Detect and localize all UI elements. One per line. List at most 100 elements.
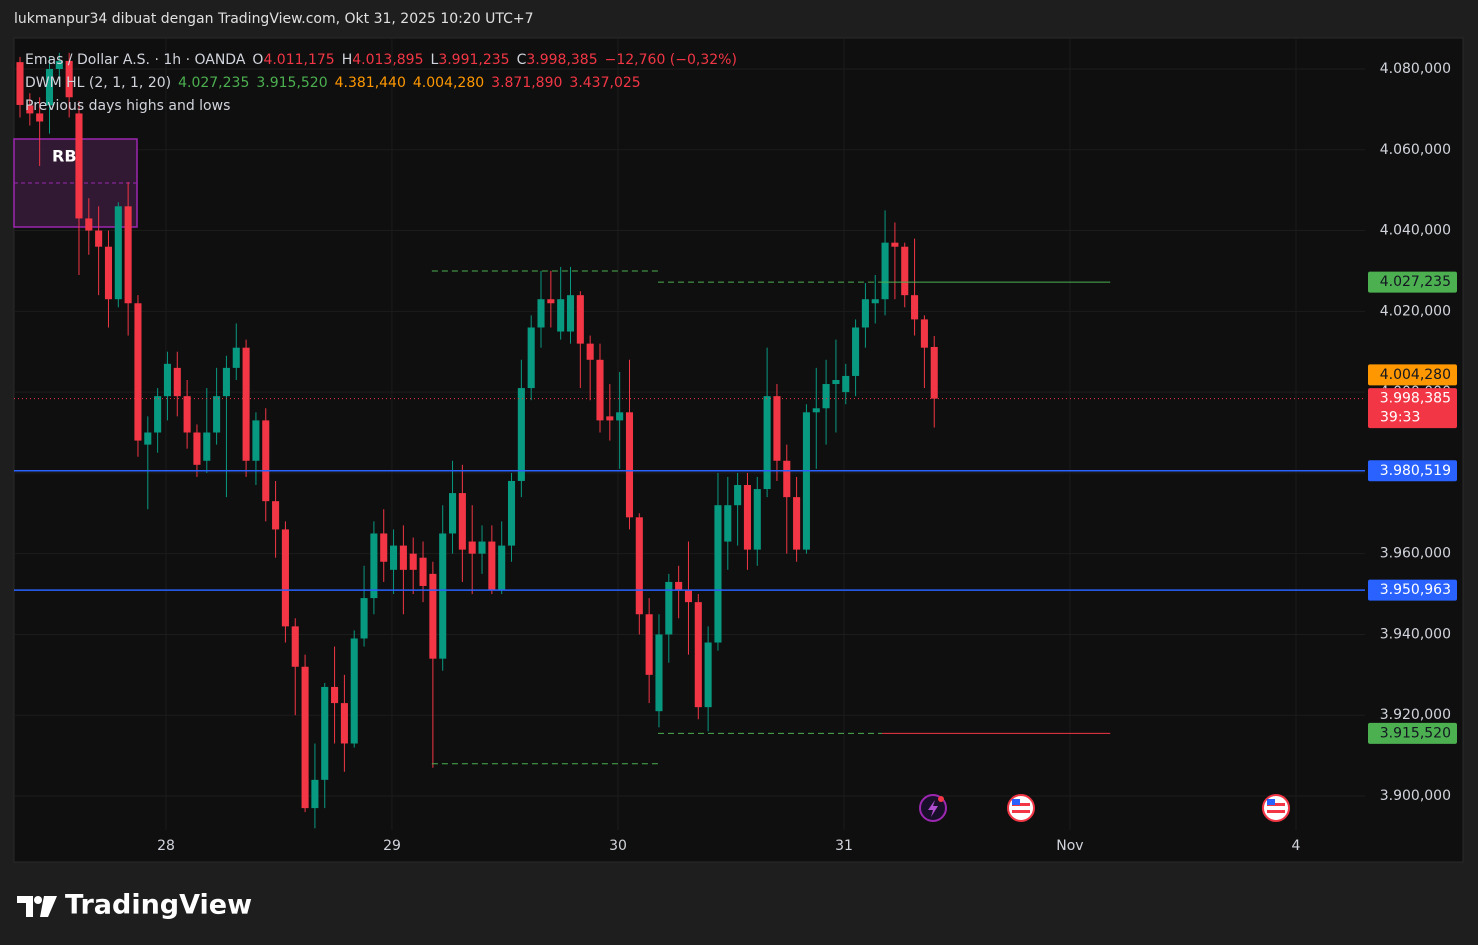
x-tick-label: 4	[1292, 838, 1301, 854]
candle-body	[252, 420, 260, 461]
y-tick-label: 3.920,000	[1380, 707, 1451, 723]
candle-body	[547, 299, 555, 304]
x-tick-label: 31	[835, 838, 853, 854]
candle-body	[507, 480, 516, 546]
flag-stripe	[1267, 803, 1285, 806]
candle-body	[114, 206, 122, 300]
price-label: 3.998,385	[1380, 391, 1451, 407]
candle-body	[222, 367, 230, 397]
candle-body	[635, 517, 643, 615]
price-label: 3.950,963	[1380, 582, 1451, 598]
indicator-value: 3.437,025	[569, 75, 641, 91]
candle-body	[576, 295, 584, 344]
logo-mark	[17, 896, 57, 917]
candle-body	[478, 541, 486, 554]
candle-body	[380, 533, 388, 562]
event-icon[interactable]	[1007, 794, 1035, 822]
candle-body	[645, 614, 653, 675]
candle-body	[360, 598, 368, 639]
legend-row: DWM HL (2, 1, 1, 20) 4.027,235 3.915,520 4.…	[25, 72, 744, 95]
candle-body	[920, 319, 928, 348]
candle-body	[65, 60, 73, 98]
candle-body	[370, 533, 378, 599]
logo-dot	[34, 896, 42, 904]
candle-body	[822, 384, 830, 409]
candle-body	[793, 497, 801, 550]
dot	[938, 796, 944, 802]
price-label-box	[1368, 364, 1457, 386]
candle-body	[213, 396, 221, 433]
event-icons	[919, 794, 1290, 822]
bolt	[928, 800, 938, 817]
candle-body	[911, 295, 919, 320]
candle-body	[930, 346, 938, 399]
candle-body	[390, 545, 398, 570]
chart-panel	[13, 37, 1464, 863]
indicator-value: 4.027,235	[178, 75, 250, 91]
candle-body	[95, 230, 103, 247]
candle-body	[55, 60, 63, 69]
candle-body	[321, 686, 329, 780]
candle-body	[45, 68, 54, 106]
candle-body	[262, 420, 270, 502]
ohlc-value: 3.991,235	[438, 52, 510, 68]
indicator-value: 4.004,280	[412, 75, 485, 91]
candle-body	[832, 379, 840, 385]
candle-body	[852, 327, 860, 376]
candle-body	[154, 396, 162, 433]
price-label: 3.980,519	[1380, 463, 1451, 479]
y-tick-label: 3.940,000	[1380, 626, 1451, 642]
candle-body	[537, 299, 545, 328]
candle-body	[439, 533, 447, 659]
candle-body	[566, 295, 575, 332]
candle-body	[783, 460, 791, 498]
symbol: Emas / Dollar A.S. · 1h · OANDA	[25, 52, 246, 68]
y-tick-label: 4.060,000	[1380, 142, 1451, 158]
candle-body	[724, 505, 732, 542]
candle-body	[419, 557, 427, 586]
candle-body	[625, 412, 634, 518]
price-label-box	[1368, 579, 1457, 601]
candle-body	[409, 553, 417, 570]
candle-body	[596, 359, 604, 421]
header: lukmanpur34 dibuat dengan TradingView.co…	[14, 11, 534, 27]
candle-body	[242, 347, 250, 461]
candle-body	[517, 388, 525, 481]
footer-brand: TradingView	[65, 890, 252, 921]
zone-label: RB	[52, 147, 77, 166]
candle-body	[104, 246, 113, 300]
flag-stripe	[1012, 803, 1030, 806]
price-label: 3.915,520	[1380, 725, 1451, 741]
candle-body	[16, 62, 24, 105]
logo: TradingView	[17, 890, 252, 921]
candle-body	[743, 485, 751, 550]
legend-row: Previous days highs and lows	[25, 95, 744, 118]
candle-body	[488, 541, 496, 591]
candle-body	[311, 779, 319, 809]
price-label-box	[1368, 271, 1457, 293]
ohlc-key: H	[341, 52, 353, 68]
candle-body	[203, 432, 211, 461]
price-label-box	[1368, 388, 1457, 429]
countdown: 39:33	[1380, 410, 1420, 426]
candle-body	[340, 703, 348, 744]
candle-body	[704, 642, 712, 708]
ohlc-key: O	[252, 52, 264, 68]
price-label-box	[1368, 460, 1457, 482]
candle-body	[144, 432, 152, 445]
candle-body	[861, 299, 869, 328]
y-tick-label: 4.020,000	[1380, 303, 1451, 319]
candle-body	[399, 545, 407, 570]
candle-body	[163, 363, 171, 397]
candle-body	[665, 581, 673, 635]
candle-body	[753, 489, 761, 550]
candle-body	[36, 113, 44, 122]
candle-body	[684, 590, 693, 603]
legend-row: Emas / Dollar A.S. · 1h · OANDA O4.011,17…	[25, 49, 744, 72]
event-icon[interactable]	[1262, 794, 1290, 822]
indicator-value: 4.381,440	[334, 75, 406, 91]
candle-body	[350, 638, 358, 744]
candle-body	[193, 432, 201, 465]
candle-body	[448, 493, 457, 534]
